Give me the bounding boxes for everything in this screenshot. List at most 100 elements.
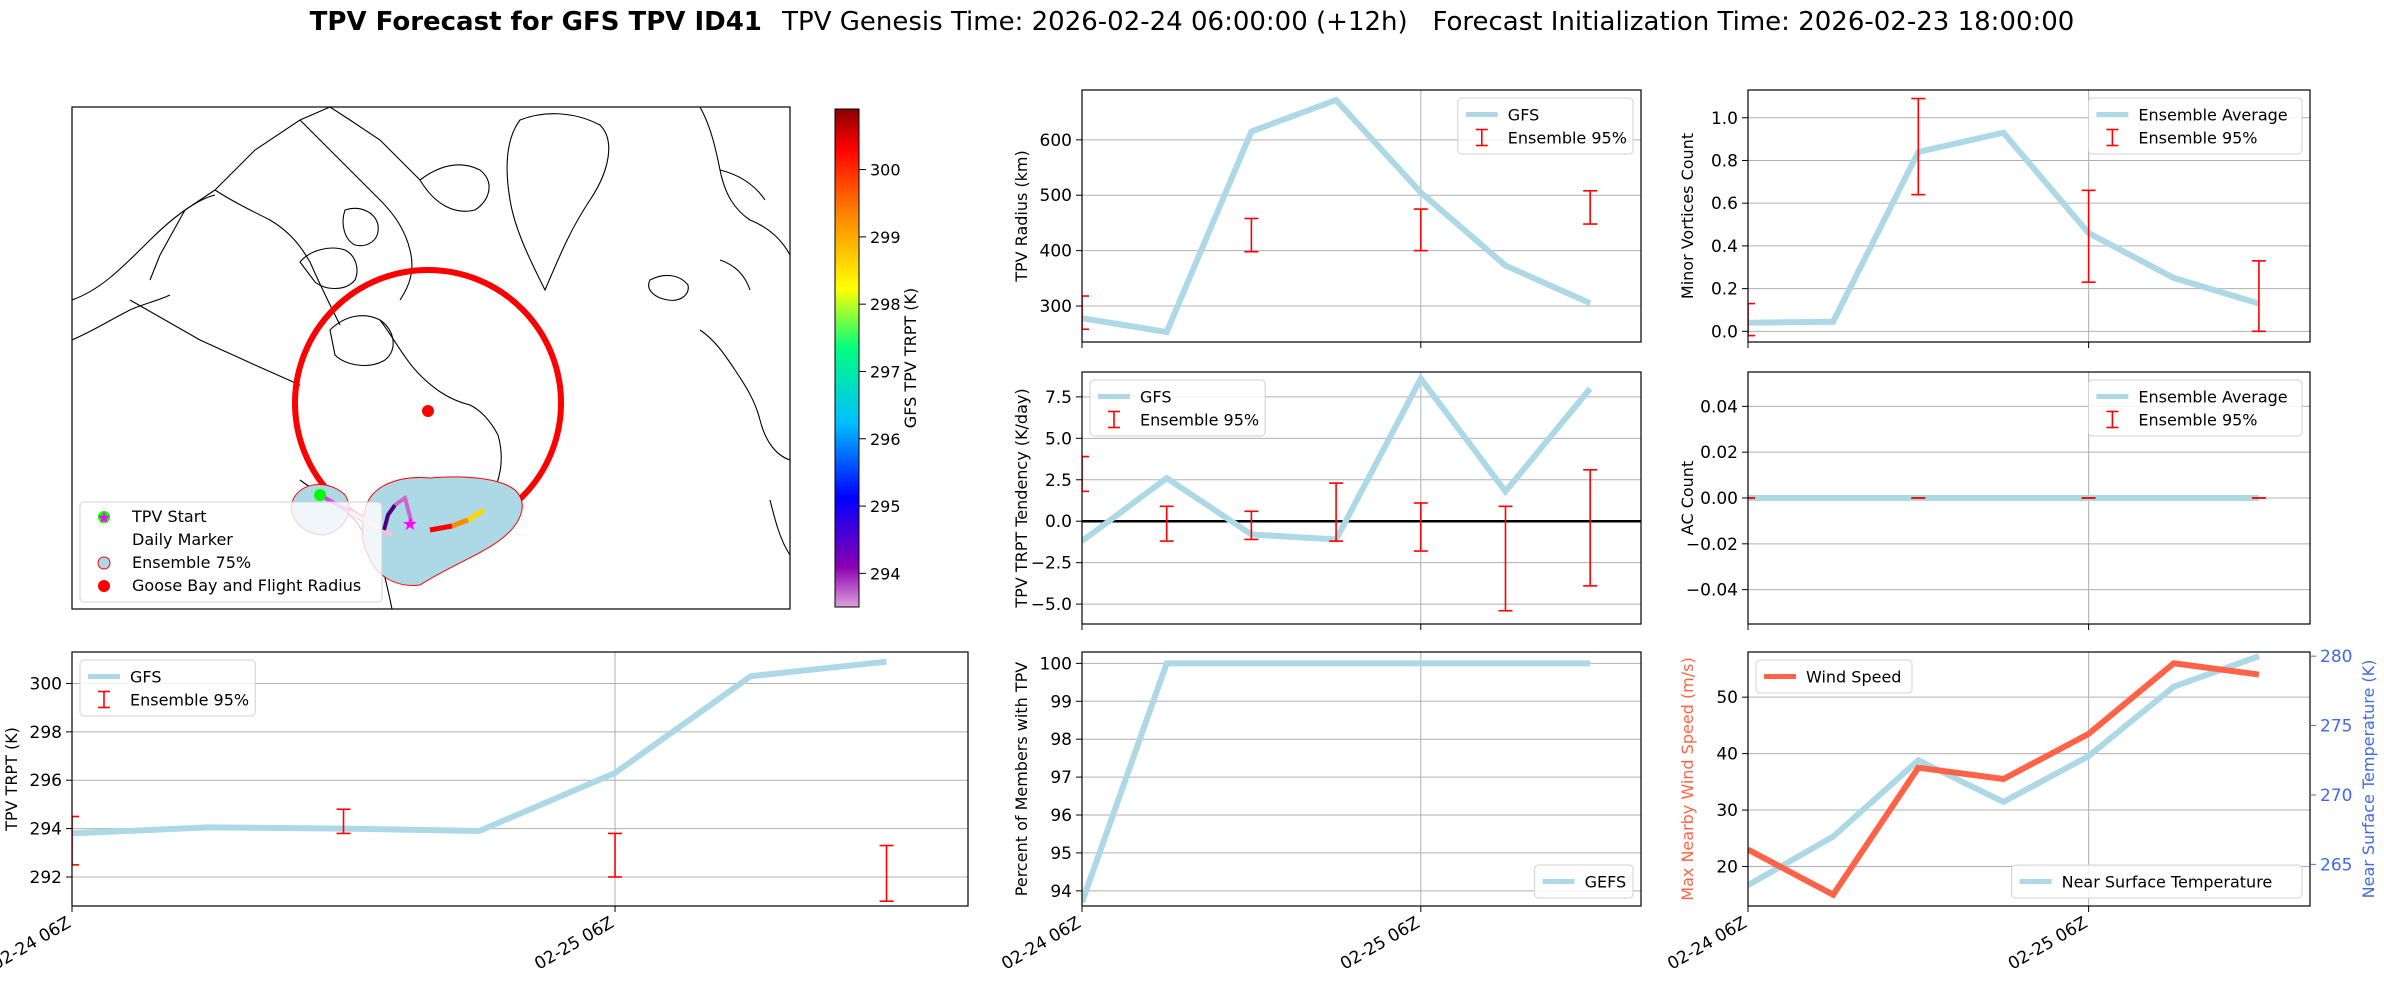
- y-tick-label: 292: [30, 868, 62, 888]
- error-bar: [1082, 455, 1089, 493]
- map-legend-label: Daily Marker: [132, 530, 233, 549]
- legend-box: [1089, 379, 1266, 437]
- y-tick-label: −5.0: [1031, 595, 1072, 615]
- y-tick-label: 100: [1040, 654, 1072, 674]
- error-bar: [2251, 260, 2266, 333]
- y2-tick-label: 265: [2320, 855, 2352, 875]
- chart-ac: −0.04 −0.02 0.00 0.02 0.04 AC Count Ensemble A…: [1678, 371, 2311, 630]
- colorbar-tick-label: 296: [870, 430, 901, 449]
- y-tick-label: 0.02: [1700, 443, 1738, 463]
- y-tick-label: 94: [1050, 882, 1072, 902]
- legend-label: Wind Speed: [1806, 668, 1901, 687]
- error-bar: [608, 832, 623, 878]
- y-tick-label: 0.6: [1711, 194, 1738, 214]
- y-tick-label: 50: [1716, 688, 1738, 708]
- y2-axis-label: Near Surface Temperature (K): [2359, 660, 2378, 899]
- x-tick-label: 02-25 06Z: [1337, 913, 1423, 974]
- y2-tick-label: 270: [2320, 786, 2352, 806]
- chart-minor: 0.0 0.2 0.4 0.6 0.8 1.0 Minor Vortices Count En…: [1678, 89, 2311, 348]
- colorbar-tick-label: 298: [870, 295, 901, 314]
- map-legend-label: TPV Start: [131, 507, 207, 526]
- y-tick-label: 30: [1716, 801, 1738, 821]
- colorbar-tick-label: 295: [870, 497, 901, 516]
- map-legend: ★ TPV Start Daily Marker Ensemble 75% Go…: [79, 501, 383, 603]
- track-segment: [466, 507, 486, 523]
- colorbar-tick-label: 294: [870, 564, 901, 583]
- chart-legend: GFS Ensemble 95%: [1089, 379, 1266, 437]
- y-tick-label: 7.5: [1045, 388, 1072, 408]
- chart-trpt: 292 294 296 298 300 TPV TRPT (K) 02-24 06Z 02-2…: [0, 651, 969, 974]
- y-tick-label: 300: [1040, 297, 1072, 317]
- legend-label: GFS: [130, 668, 161, 687]
- y-tick-label: 500: [1040, 186, 1072, 206]
- legend-label: Ensemble 95%: [130, 691, 249, 710]
- chart-tendency: −5.0 −2.5 0.0 2.5 5.0 7.5 TPV TRPT Tendency (K…: [1012, 371, 1642, 630]
- track-segment: [429, 523, 453, 533]
- y-tick-label: 97: [1050, 768, 1072, 788]
- y-axis-label: TPV TRPT (K): [2, 727, 21, 832]
- daily-marker: ★: [402, 514, 418, 535]
- legend-box: [2087, 379, 2303, 437]
- tpv-start-marker: [314, 489, 326, 501]
- error-bar: [1413, 502, 1428, 552]
- legend-label: GFS: [1140, 388, 1171, 407]
- y-axis-label: Max Nearby Wind Speed (m/s): [1678, 657, 1697, 900]
- map-legend-label: Goose Bay and Flight Radius: [132, 576, 361, 595]
- chart-legend: Near Surface Temperature: [2011, 864, 2303, 899]
- colorbar-label: GFS TPV TRPT (K): [901, 288, 920, 428]
- error-bar: [336, 808, 351, 835]
- error-bar: [1911, 97, 1926, 196]
- y-tick-label: 98: [1050, 730, 1072, 750]
- chart-legend: GFS Ensemble 95%: [79, 659, 256, 717]
- y2-tick-label: 280: [2320, 647, 2352, 667]
- x-tick-label: 02-25 06Z: [2005, 913, 2091, 974]
- legend-box: [1534, 864, 1634, 899]
- y-tick-label: −2.5: [1031, 554, 1072, 574]
- figure-title: TPV Forecast for GFS TPV ID41 TPV Genesi…: [310, 7, 2075, 37]
- legend-label: Ensemble 95%: [1508, 129, 1627, 148]
- x-tick-label: 02-24 06Z: [1664, 913, 1750, 974]
- y-tick-label: −0.02: [1686, 535, 1738, 555]
- track-segment: [393, 494, 414, 525]
- error-bar: [1244, 217, 1259, 253]
- legend-start-marker: [98, 511, 110, 523]
- chart-legend: Ensemble Average Ensemble 95%: [2087, 379, 2303, 437]
- axes-frame: [1081, 651, 1642, 907]
- y-axis-label: TPV Radius (km): [1012, 150, 1031, 283]
- legend-ensemble-marker: [97, 556, 111, 570]
- y-tick-label: 300: [30, 674, 62, 694]
- axes-frame: [1081, 89, 1642, 343]
- y-tick-label: 5.0: [1045, 429, 1072, 449]
- y-axis-label: TPV TRPT Tendency (K/day): [1012, 388, 1031, 608]
- y-tick-label: 0.8: [1711, 151, 1738, 171]
- legend-label: Near Surface Temperature: [2062, 873, 2273, 892]
- y-tick-label: 95: [1050, 844, 1072, 864]
- chart-legend: GFS Ensemble 95%: [1457, 97, 1634, 155]
- legend-box: [2011, 864, 2303, 899]
- error-bar: [1583, 469, 1598, 587]
- map-legend-label: Ensemble 75%: [132, 553, 251, 572]
- legend-box: [1457, 97, 1634, 155]
- y-tick-label: 40: [1716, 745, 1738, 765]
- error-bar: [72, 815, 79, 866]
- map-legend-box: [79, 501, 383, 603]
- error-bar: [1082, 295, 1089, 331]
- legend-label: GEFS: [1585, 873, 1627, 892]
- figure-title-rest: TPV Genesis Time: 2026-02-24 06:00:00 (+…: [781, 7, 2074, 37]
- chart-percent: 94 95 96 97 98 99 100 Percent of Members with T…: [998, 651, 1642, 974]
- legend-label: Ensemble 95%: [2138, 411, 2257, 430]
- axes-frame: [1747, 89, 2311, 343]
- y-tick-label: 0.4: [1711, 237, 1738, 257]
- legend-label: GFS: [1508, 106, 1539, 125]
- legend-star-marker: ★: [97, 508, 111, 527]
- y-tick-label: 0.0: [1045, 512, 1072, 532]
- y-tick-label: 294: [30, 820, 62, 840]
- error-bar: [2081, 189, 2096, 284]
- x-tick-label: 02-25 06Z: [531, 913, 617, 974]
- charts: 300 400 500 600 TPV Radius (km) GFS Ensemble 9…: [0, 89, 2378, 974]
- y-tick-label: 0.0: [1711, 322, 1738, 342]
- colorbar-ticks: 294 295 296 297 298 299 300: [859, 161, 901, 583]
- legend-box: [2087, 97, 2303, 155]
- y-axis-label: AC Count: [1678, 461, 1697, 535]
